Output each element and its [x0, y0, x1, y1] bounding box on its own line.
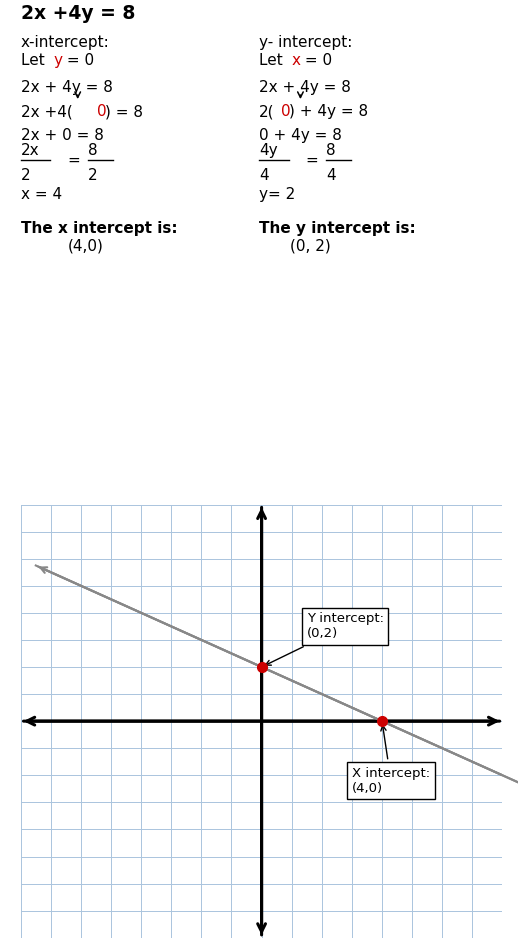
Text: (4,0): (4,0) [67, 238, 103, 253]
Text: The x intercept is:: The x intercept is: [21, 221, 177, 236]
Text: 4: 4 [326, 168, 336, 183]
Text: Y intercept:
(0,2): Y intercept: (0,2) [266, 612, 384, 665]
Text: 0 + 4y = 8: 0 + 4y = 8 [259, 129, 342, 144]
Text: 2(: 2( [259, 104, 275, 119]
Text: 2x +4y = 8: 2x +4y = 8 [21, 4, 135, 23]
Text: 0: 0 [97, 104, 107, 119]
Text: 2x + 4y = 8: 2x + 4y = 8 [21, 80, 112, 95]
Text: = 0: = 0 [300, 52, 333, 68]
Text: x: x [292, 52, 300, 68]
Text: (0, 2): (0, 2) [290, 238, 331, 253]
Text: x-intercept:: x-intercept: [21, 35, 109, 50]
Text: X intercept:
(4,0): X intercept: (4,0) [352, 725, 430, 795]
Text: 2x +4(: 2x +4( [21, 104, 73, 119]
Text: 2: 2 [88, 168, 98, 183]
Text: y= 2: y= 2 [259, 187, 295, 202]
Text: ) = 8: ) = 8 [105, 104, 143, 119]
Text: 4: 4 [259, 168, 269, 183]
Text: The y intercept is:: The y intercept is: [259, 221, 416, 236]
Text: x = 4: x = 4 [21, 187, 62, 202]
Text: 2x + 4y = 8: 2x + 4y = 8 [259, 80, 351, 95]
Text: Let: Let [21, 52, 49, 68]
Text: 2x + 0 = 8: 2x + 0 = 8 [21, 129, 104, 144]
Text: =: = [306, 152, 319, 168]
Text: y: y [53, 52, 62, 68]
Text: 4y: 4y [259, 143, 278, 157]
Text: ) + 4y = 8: ) + 4y = 8 [289, 104, 368, 119]
Text: 8: 8 [88, 143, 98, 157]
Text: 2: 2 [21, 168, 31, 183]
Text: y- intercept:: y- intercept: [259, 35, 352, 50]
Text: 0: 0 [281, 104, 291, 119]
Text: 8: 8 [326, 143, 336, 157]
Text: =: = [67, 152, 80, 168]
Text: Let: Let [259, 52, 287, 68]
Text: 2x: 2x [21, 143, 39, 157]
Text: = 0: = 0 [62, 52, 94, 68]
